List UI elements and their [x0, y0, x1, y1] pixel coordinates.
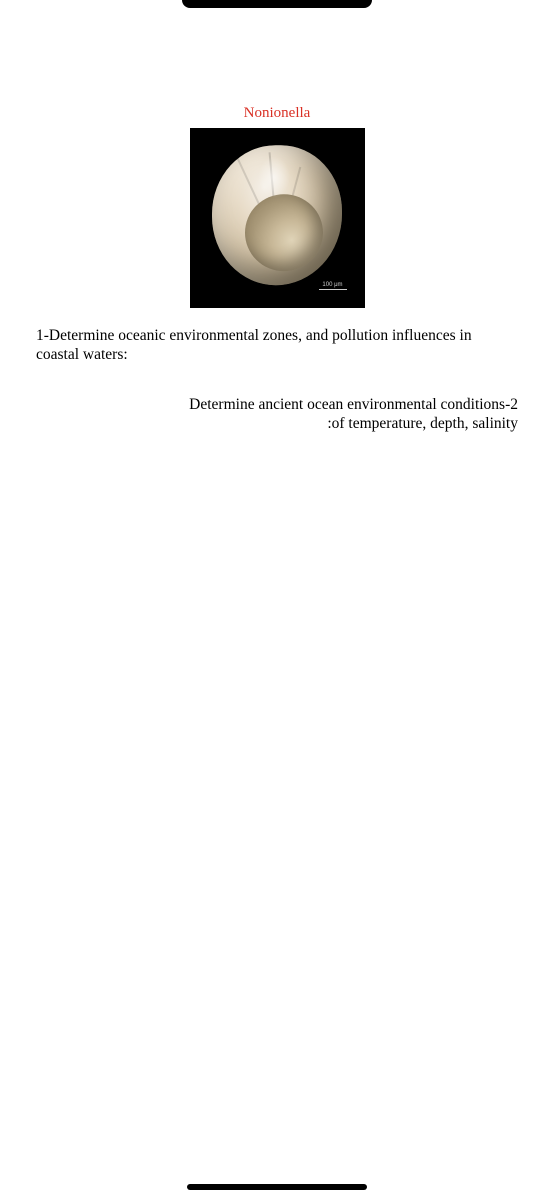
- image-container: 100 μm: [36, 128, 518, 308]
- title-text: Nonionella: [244, 105, 311, 121]
- paragraph-2-line2: :of temperature, depth, salinity: [327, 415, 518, 432]
- document-content: Nonionella 100 μm 1-Determine oceanic en…: [0, 0, 554, 434]
- home-indicator: [187, 1184, 367, 1190]
- specimen-title: Nonionella: [36, 105, 518, 122]
- specimen-image: 100 μm: [190, 128, 365, 308]
- scale-bar: 100 μm: [319, 282, 347, 291]
- scale-label: 100 μm: [322, 282, 342, 288]
- status-bar-notch: [182, 0, 372, 8]
- scale-line: [319, 289, 347, 291]
- paragraph-1: 1-Determine oceanic environmental zones,…: [36, 326, 518, 365]
- paragraph-2-line1: Determine ancient ocean environmental co…: [189, 396, 518, 413]
- shell-illustration: [212, 145, 342, 285]
- paragraph-2: Determine ancient ocean environmental co…: [36, 395, 518, 434]
